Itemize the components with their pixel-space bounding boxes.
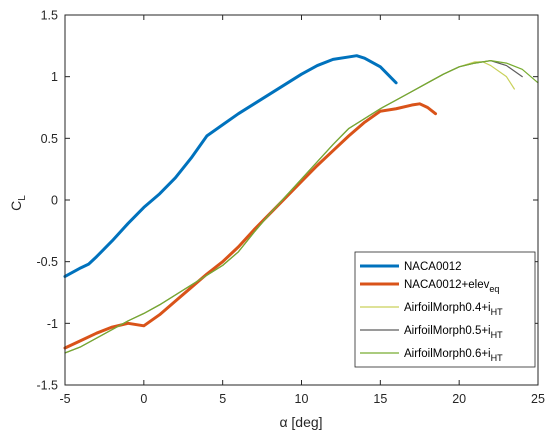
legend-label-main: AirfoilMorph0.4+i	[404, 302, 491, 314]
x-tick-label: -5	[59, 392, 70, 406]
y-tick-label: -1	[47, 317, 58, 331]
y-tick-label: 0	[51, 194, 58, 208]
legend-label-4: AirfoilMorph0.5+iHT	[404, 325, 503, 340]
legend-label-subscript: eq	[489, 284, 499, 294]
x-tick-label: 15	[373, 392, 387, 406]
legend-label-main: AirfoilMorph0.5+i	[404, 325, 491, 337]
y-tick-label: 0.5	[41, 132, 58, 146]
legend-entries: NACA0012 NACA0012+eleveq AirfoilMorph0.4+i…	[360, 261, 503, 363]
x-tick-label: 5	[219, 392, 226, 406]
x-axis-label: α [deg]	[279, 414, 322, 430]
legend-label-5: AirfoilMorph0.6+iHT	[404, 348, 503, 363]
y-axis-label: CL	[8, 195, 28, 211]
legend-label-subscript: HT	[491, 330, 503, 340]
y-tick-label: 1.5	[41, 9, 58, 23]
legend-label-3: AirfoilMorph0.4+iHT	[404, 302, 503, 317]
x-tick-label: 0	[140, 392, 147, 406]
legend-label-subscript: HT	[491, 307, 503, 317]
series-line-1	[63, 54, 398, 278]
series-line-5	[64, 60, 539, 354]
y-tick-label: 1	[51, 70, 58, 84]
legend-label-main: AirfoilMorph0.6+i	[404, 348, 491, 360]
x-tick-label: 10	[295, 392, 309, 406]
series-layer	[63, 54, 539, 354]
legend-box	[354, 251, 536, 368]
legend: NACA0012 NACA0012+eleveq AirfoilMorph0.4+i…	[354, 251, 536, 368]
legend-label-main: NACA0012+elev	[404, 279, 490, 291]
legend-label-1: NACA0012	[404, 261, 462, 273]
series-line-2	[63, 102, 438, 350]
y-axis-label-main: C	[8, 201, 24, 211]
legend-label-main: NACA0012	[404, 261, 462, 273]
x-tick-label: 20	[452, 392, 466, 406]
legend-label-2: NACA0012+eleveq	[404, 279, 499, 294]
x-tick-label: 25	[531, 392, 545, 406]
y-tick-label: -1.5	[36, 379, 58, 393]
legend-label-subscript: HT	[491, 353, 503, 363]
y-tick-label: -0.5	[36, 255, 58, 269]
ticks-layer: -5 0 5 10 15 20 25 -1.5 -1 -0.5 0 0.5 1 1.5	[36, 9, 545, 407]
y-axis-label-subscript: L	[17, 195, 28, 201]
